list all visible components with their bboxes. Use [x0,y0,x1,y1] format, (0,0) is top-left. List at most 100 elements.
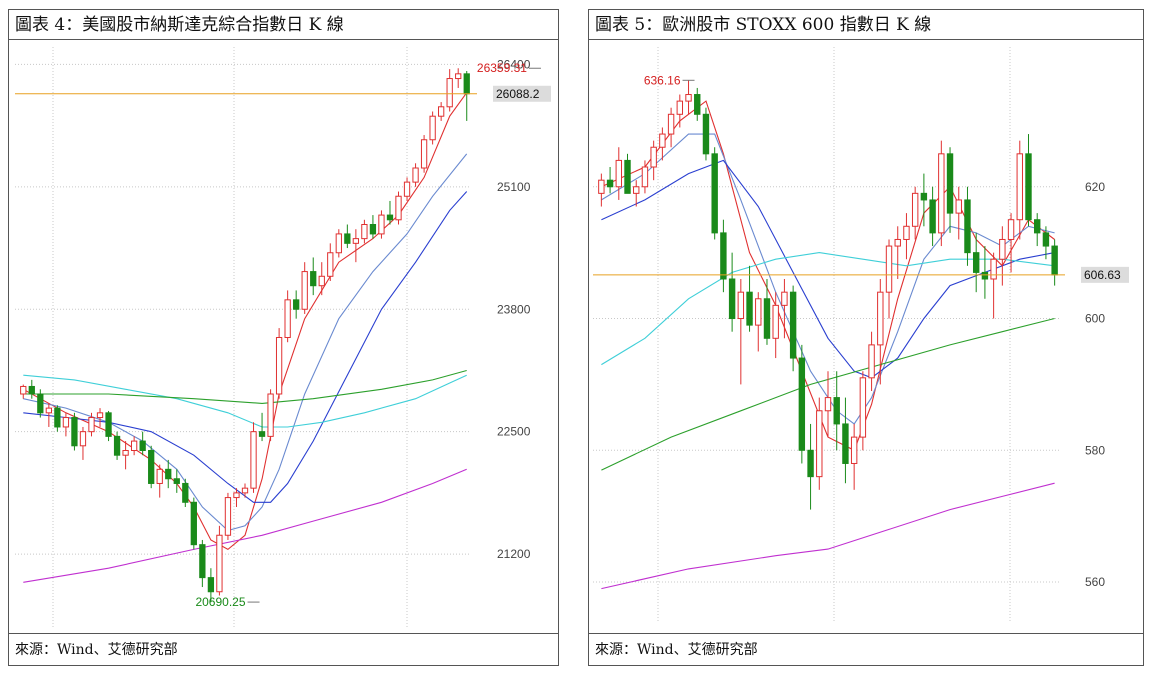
chart-panel-stoxx600: 圖表 5：歐洲股市 STOXX 600 指數日 K 線 620 600 580 560… [588,9,1144,666]
candle-body [361,224,368,240]
chart-panel-nasdaq: 圖表 4：美國股市納斯達克綜合指數日 K 線 26400 25100 23800 22… [8,9,559,666]
candle-body [1042,232,1050,247]
candle [139,431,146,456]
candle-body [929,199,936,234]
candle [148,445,155,489]
candle [624,153,631,194]
candle-body [938,153,945,234]
candle [369,215,377,239]
candle [676,94,684,128]
candle-body [598,179,605,194]
candle-body [71,417,78,447]
annotation-label: 20690.25 [195,595,245,609]
candle [929,186,936,247]
candle-body [207,577,215,593]
candle-body [156,468,163,484]
candle [885,239,893,319]
candle-body [694,94,701,115]
candle [650,140,657,181]
candle-body [894,238,901,247]
candle-body [981,271,989,280]
moving-average-line [23,191,468,503]
nasdaq-candlestick-chart: 26400 25100 23800 22500 21200 26088.2 26359.31… [15,47,551,628]
candle [258,412,266,442]
candle [173,469,180,493]
candle [318,262,325,296]
candle-body [284,299,291,339]
chart-title: 圖表 4：美國股市納斯達克綜合指數日 K 線 [9,10,558,40]
candle-body [446,78,453,108]
candle-body [28,385,35,395]
candle [54,405,61,432]
candle [216,525,223,596]
y-tick-label: 600 [1085,312,1105,326]
candle [293,290,300,319]
candle-body [335,233,342,254]
candle [598,173,605,207]
candle [946,147,954,233]
candle-body [920,192,928,201]
candle-body [903,225,910,240]
candle [28,379,35,399]
candle [1051,239,1058,286]
candle-body [173,478,180,484]
candle [165,459,172,489]
candle [122,441,129,470]
candle [113,431,121,460]
candle-body [139,440,146,452]
candle [96,408,104,427]
candle-body [685,94,692,102]
candle [1034,213,1041,247]
candle [702,107,710,161]
candle [156,464,163,498]
candle-body [463,73,470,95]
candle-body [45,407,52,414]
y-tick-label: 580 [1085,443,1105,457]
candle-body [318,275,325,287]
candle-body [615,159,622,188]
candle-body [352,238,360,244]
candle-body [420,139,428,169]
candle-body [79,431,87,447]
moving-average-line [601,100,1055,452]
candle [911,186,919,240]
candle [694,87,701,121]
candle-body [37,393,44,414]
candle-body [842,423,849,464]
candle-body [96,412,104,419]
candle-body [1016,153,1023,221]
candle-body [824,397,832,412]
candle [894,226,901,279]
candle [816,397,823,490]
candle-body [250,431,257,489]
candle-body [885,245,893,293]
last-price-label: 26088.2 [496,87,540,101]
candle-body [241,487,249,494]
candle [378,210,385,239]
candle [737,279,745,385]
candle [455,68,462,88]
last-price-box [1081,266,1129,283]
candle-body [344,233,351,244]
candle-body [369,224,377,235]
candle [772,292,779,359]
candle-body [641,166,649,188]
candle-body [301,271,308,310]
candle-body [659,133,666,148]
candle [130,436,138,456]
candle-body [378,214,385,235]
candle-body [54,407,61,428]
moving-average-line [23,468,467,583]
candle-body [781,291,788,306]
candle [224,492,232,540]
moving-average-line [601,482,1055,590]
candle [267,389,274,442]
candle-body [267,393,274,437]
candle-body [429,115,436,141]
candle-body [190,501,197,546]
candle-body [293,299,300,310]
candle [446,69,453,112]
candle-body [105,412,112,437]
candle [606,167,614,194]
candle [275,328,283,399]
